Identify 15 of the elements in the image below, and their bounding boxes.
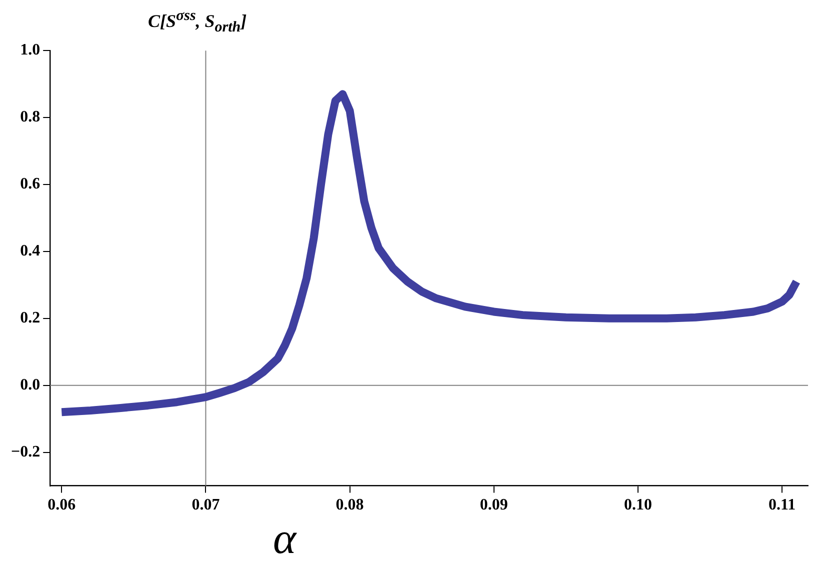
y-tick-label: 1.0	[20, 42, 40, 59]
x-axis-title: α	[273, 514, 296, 564]
y-tick-label: 0.0	[20, 376, 40, 394]
x-tick-label: 0.09	[480, 496, 508, 514]
x-tick-label: 0.07	[192, 496, 220, 514]
y-tick-label: 0.2	[20, 310, 40, 327]
y-tick-label: −0.2	[10, 443, 40, 460]
x-tick-label: 0.11	[768, 496, 796, 514]
y-tick-label: 0.4	[20, 242, 40, 260]
x-tick-label: 0.06	[48, 496, 76, 514]
chart-title: C[S$^{σss}$, S$_{orth}$]	[148, 8, 247, 37]
y-tick-label: 0.8	[20, 108, 40, 126]
x-tick-label: 0.08	[336, 496, 364, 514]
x-tick-label: 0.10	[624, 496, 652, 514]
y-tick-label: 0.6	[20, 176, 40, 193]
